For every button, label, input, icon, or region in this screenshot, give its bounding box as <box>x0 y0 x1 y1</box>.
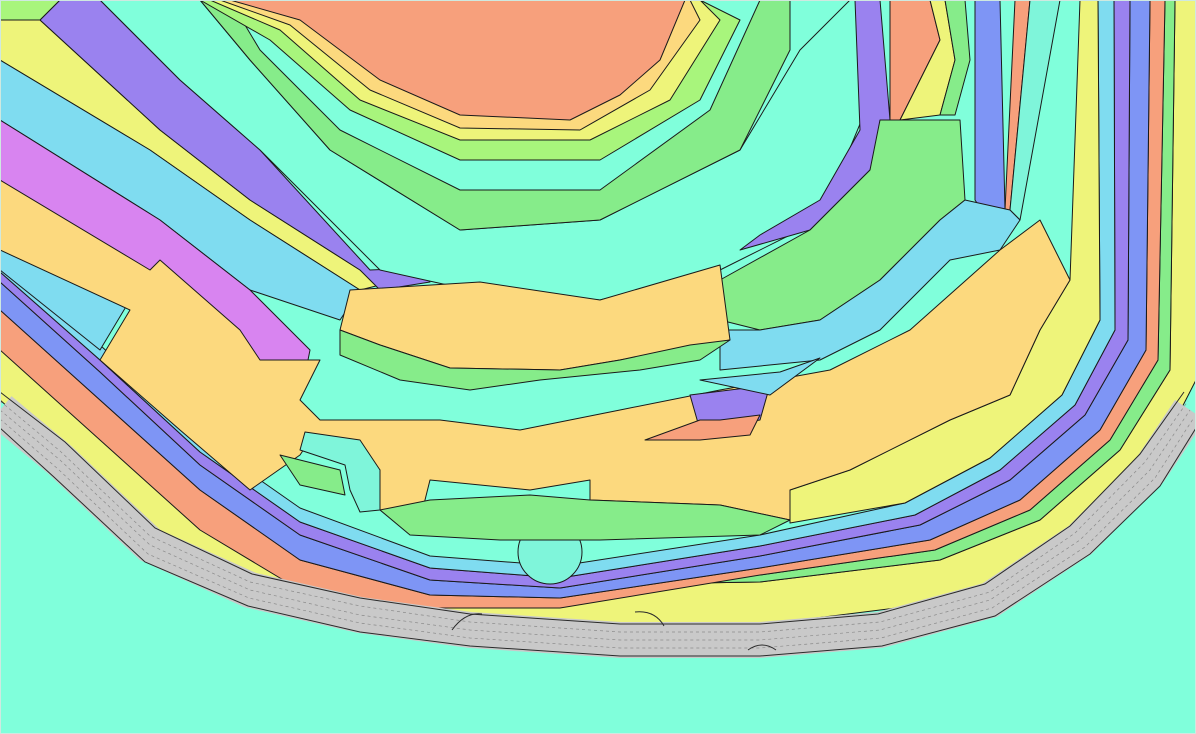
road-ramp-left <box>451 613 483 631</box>
zone-right-green-strip <box>939 0 971 116</box>
zone-summit-orange <box>229 0 686 121</box>
zone-small-orange-box <box>644 414 761 441</box>
zone-small-aqua-pocket <box>299 431 381 513</box>
road <box>0 391 1196 658</box>
zone-small-green-1 <box>339 329 731 391</box>
road-lane-3 <box>0 418 1194 649</box>
road-lane-1 <box>0 400 1189 633</box>
road-edge-outer <box>0 427 1196 657</box>
small-features <box>279 329 821 585</box>
road-median-gap <box>747 644 777 651</box>
zone-small-green-2 <box>279 454 346 496</box>
zone-right-blue-strip <box>974 0 1006 216</box>
road-edge-inner <box>0 391 1185 625</box>
zone-crest-green <box>119 0 791 231</box>
zone-right-lightblue <box>719 199 1021 371</box>
zone-small-lightblue <box>699 357 821 396</box>
road-lane-2 <box>0 409 1191 641</box>
zone-topleft-green <box>0 0 61 21</box>
road-ramp-right <box>634 611 665 627</box>
zone-lower-green-strip <box>379 494 791 541</box>
